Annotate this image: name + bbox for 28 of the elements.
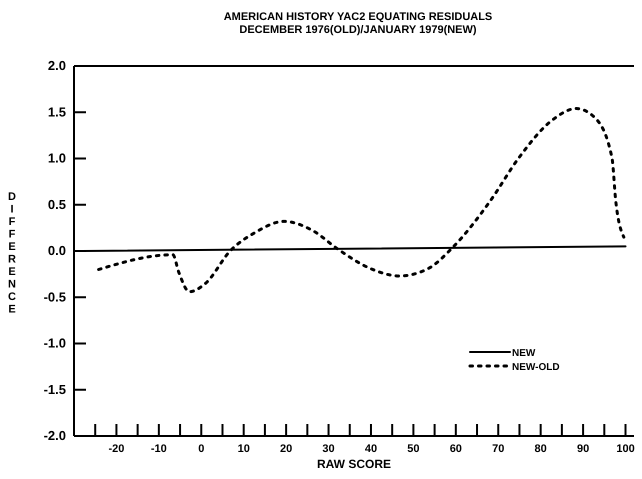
x-tick-label: 0 [198,442,204,455]
y-tick-label: 0.0 [48,243,66,258]
text: DIFFERENCE [8,191,16,316]
y-tick-label: 1.5 [48,104,66,120]
x-axis-title: RAW SCORE [316,457,392,471]
y-tick-label: -1.5 [44,382,66,397]
x-tick-label: 70 [492,442,504,455]
x-tick-label: 60 [450,442,462,455]
chart-title: AMERICAN HISTORY YAC2 EQUATING RESIDUALS [224,11,492,23]
x-tick-label: 90 [576,442,590,455]
x-tick-label: -10 [150,442,167,455]
y-tick-label: 1.0 [48,150,66,166]
x-tick-label: 40 [364,442,378,455]
legend-label: NEW-OLD [512,362,560,373]
x-tick-label: -20 [108,442,124,455]
y-tick-label: -2.0 [44,428,66,444]
y-tick-label: 0.5 [48,196,66,212]
x-tick-label: 10 [238,442,250,455]
x-tick-label: 50 [407,442,420,455]
y-tick-label: 2.0 [48,58,66,74]
y-tick-label: -0.5 [44,289,66,304]
chart-subtitle: DECEMBER 1976(OLD)/JANUARY 1979(NEW) [239,24,477,36]
legend-label: NEW [512,348,536,359]
x-tick-label: 100 [616,442,635,455]
x-tick-label: 20 [280,442,292,455]
x-tick-label: 80 [534,442,547,455]
x-tick-label: 30 [322,442,335,455]
y-tick-label: -1.0 [44,336,66,351]
